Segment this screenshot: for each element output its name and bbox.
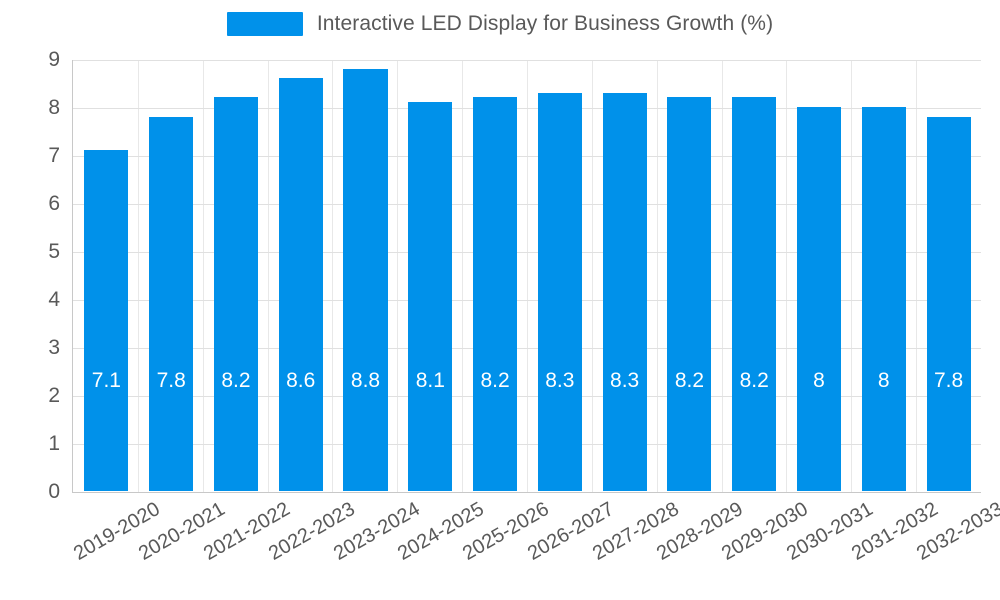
bar-value-label: 8 xyxy=(877,369,890,392)
bar[interactable]: 8.2 xyxy=(213,97,258,491)
grid-line-vertical xyxy=(656,60,658,492)
y-axis-tick-label: 4 xyxy=(48,288,60,311)
bar[interactable]: 8.2 xyxy=(667,97,712,491)
bar-value-label: 8.3 xyxy=(610,369,640,392)
bar[interactable]: 8.8 xyxy=(343,68,388,491)
bar-value-label: 8.2 xyxy=(739,369,769,392)
bar[interactable]: 8.6 xyxy=(278,78,323,491)
bar-value-label: 8 xyxy=(813,369,825,392)
bar-slot: 8.2 xyxy=(722,60,787,491)
grid-line xyxy=(73,108,981,109)
grid-line-vertical xyxy=(786,60,788,492)
bar-slot: 7.1 xyxy=(74,60,139,491)
y-axis-tick-label: 6 xyxy=(48,192,60,215)
bar-value-label: 8.3 xyxy=(545,369,575,392)
bar[interactable]: 7.8 xyxy=(149,116,194,491)
bar-value-label: 7.8 xyxy=(933,369,964,392)
grid-line-vertical xyxy=(267,60,269,492)
y-axis-tick-labels: 0 1 2 3 4 5 6 7 8 9 xyxy=(0,48,72,503)
grid-line-vertical xyxy=(721,60,723,492)
x-tick-slot: 2024-2025 xyxy=(394,494,488,594)
bar[interactable]: 8 xyxy=(861,107,906,491)
grid-line-vertical xyxy=(916,60,918,492)
bar-value-label: 7.8 xyxy=(156,369,186,392)
grid-line xyxy=(73,252,981,253)
bar-slot: 8.3 xyxy=(527,60,592,491)
grid-line xyxy=(73,444,981,445)
y-axis-tick-label: 8 xyxy=(48,96,60,119)
bar[interactable]: 7.8 xyxy=(926,116,971,491)
grid-line-vertical xyxy=(332,60,334,492)
bar-value-label: 8.6 xyxy=(286,369,316,392)
plot-area: 7.1 7.8 8.2 8.6 8.8 8.1 8.2 8.3 8.3 8.2 8.2 8 8 7.8 xyxy=(72,60,981,493)
bar-slot: 8.2 xyxy=(657,60,722,491)
bar[interactable]: 8.1 xyxy=(408,102,453,491)
bar-value-label: 8.2 xyxy=(674,369,705,392)
x-tick-slot: 2022-2023 xyxy=(265,494,359,594)
x-tick-slot: 2021-2022 xyxy=(200,494,294,594)
bar-value-label: 8.2 xyxy=(221,369,251,392)
grid-line-vertical xyxy=(202,60,204,492)
grid-line-vertical xyxy=(397,60,399,492)
grid-line xyxy=(73,300,981,301)
x-tick-slot: 2020-2021 xyxy=(135,494,229,594)
bar-value-label: 8.8 xyxy=(350,369,381,392)
grid-line xyxy=(73,348,981,349)
bar-slot: 8 xyxy=(851,60,916,491)
x-tick-slot: 2025-2026 xyxy=(459,494,553,594)
legend-label: Interactive LED Display for Business Gro… xyxy=(316,12,774,35)
y-axis-tick-label: 2 xyxy=(48,384,60,407)
grid-line-vertical xyxy=(851,60,853,492)
bar-slot: 8.6 xyxy=(268,60,333,491)
x-tick-slot: 2029-2030 xyxy=(718,494,812,594)
y-axis-tick-label: 3 xyxy=(48,336,60,359)
y-axis-tick-label: 9 xyxy=(48,48,60,71)
bar-value-label: 8.2 xyxy=(480,369,510,392)
bar-slot: 8.8 xyxy=(333,60,398,491)
x-tick-slot: 2028-2029 xyxy=(653,494,747,594)
y-axis-tick-label: 7 xyxy=(48,144,60,167)
x-tick-slot: 2030-2031 xyxy=(783,494,877,594)
grid-line xyxy=(73,60,981,61)
grid-line-vertical xyxy=(591,60,593,492)
bar-slot: 8 xyxy=(787,60,852,491)
legend-color-swatch xyxy=(226,12,303,36)
bar-slot: 8.2 xyxy=(204,60,269,491)
bar-slot: 8.2 xyxy=(463,60,528,491)
bar-slot: 8.3 xyxy=(592,60,657,491)
bar-slot: 7.8 xyxy=(916,60,981,491)
x-axis-tick-labels: 2019-2020 2020-2021 2021-2022 2022-2023 2023… xyxy=(70,494,1000,594)
chart-legend: Interactive LED Display for Business Gro… xyxy=(0,12,1000,36)
x-axis-tick-label: 2032-2033 xyxy=(912,498,1000,565)
bar-slot: 7.8 xyxy=(139,60,204,491)
x-tick-slot: 2031-2032 xyxy=(848,494,942,594)
x-tick-slot: 2026-2027 xyxy=(524,494,618,594)
bar[interactable]: 8 xyxy=(796,107,841,491)
y-axis-tick-label: 1 xyxy=(48,432,60,455)
bar[interactable]: 8.3 xyxy=(537,92,582,491)
y-axis-tick-label: 5 xyxy=(48,240,60,263)
bar[interactable]: 8.2 xyxy=(473,97,518,491)
x-tick-slot: 2032-2033 xyxy=(913,494,1000,594)
y-axis-tick-label: 0 xyxy=(48,480,60,503)
grid-line xyxy=(73,396,981,397)
bar-series: 7.1 7.8 8.2 8.6 8.8 8.1 8.2 8.3 8.3 8.2 8.2 8 8 7.8 xyxy=(74,60,981,491)
x-tick-slot: 2023-2024 xyxy=(330,494,424,594)
bar[interactable]: 8.2 xyxy=(732,97,777,491)
x-tick-slot: 2019-2020 xyxy=(70,494,164,594)
bar[interactable]: 8.3 xyxy=(602,92,647,491)
bar-value-label: 8.1 xyxy=(415,369,445,392)
grid-line-vertical xyxy=(527,60,528,492)
grid-line-vertical xyxy=(462,60,464,492)
grid-line xyxy=(73,156,981,157)
grid-line-vertical xyxy=(137,60,139,492)
grid-line xyxy=(73,204,981,205)
bar-value-label: 7.1 xyxy=(91,369,121,392)
x-tick-slot: 2027-2028 xyxy=(589,494,683,594)
bar-slot: 8.1 xyxy=(398,60,463,491)
bar[interactable]: 7.1 xyxy=(84,150,129,491)
